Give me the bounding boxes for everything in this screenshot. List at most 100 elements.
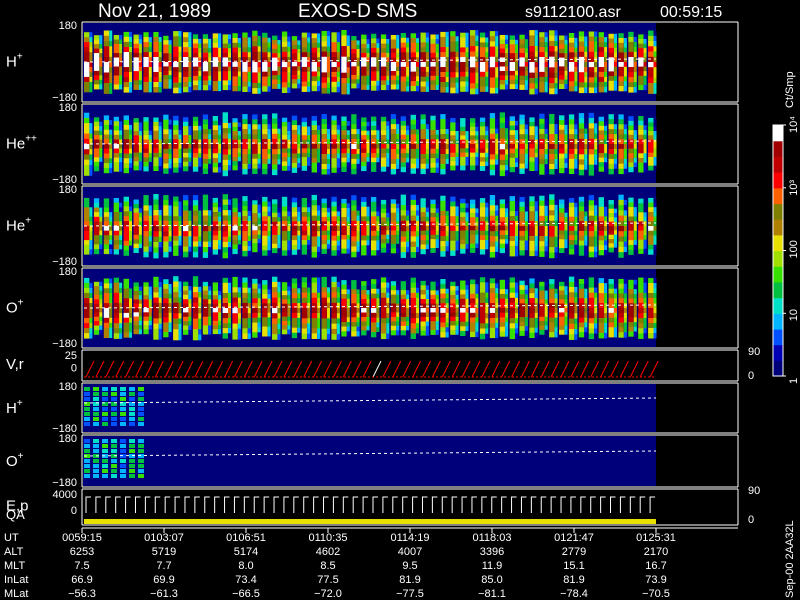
- heatmap-cell: [178, 313, 182, 320]
- heatmap-cell: [653, 202, 657, 208]
- heatmap-cell: [198, 166, 202, 172]
- heatmap-cell: [638, 34, 644, 40]
- heatmap-cell: [237, 287, 241, 293]
- heatmap-cell: [242, 308, 248, 314]
- heatmap-cell: [208, 75, 212, 81]
- heatmap-cell: [351, 66, 357, 72]
- heatmap-cell: [380, 121, 387, 127]
- heatmap-cell: [598, 52, 604, 58]
- heatmap-cell: [297, 129, 301, 135]
- heatmap-cell: [232, 328, 238, 335]
- heatmap-cell: [89, 287, 93, 294]
- heatmap-cell: [138, 230, 142, 236]
- heatmap-cell: [218, 139, 222, 145]
- heatmap-cell: [133, 75, 139, 81]
- heatmap-cell: [549, 139, 555, 145]
- heatmap-cell: [598, 250, 604, 256]
- heatmap-cell: [623, 231, 627, 237]
- heatmap-cell: [549, 129, 555, 135]
- heatmap-cell: [267, 206, 271, 212]
- heatmap-cell: [218, 244, 222, 250]
- heatmap-cell: [390, 66, 397, 72]
- heatmap-cell: [178, 46, 182, 53]
- heatmap-cell: [202, 252, 209, 258]
- heatmap-cell: [178, 245, 182, 251]
- heatmap-cell: [208, 71, 212, 77]
- heatmap-cell: [485, 37, 489, 43]
- heatmap-cell: [138, 226, 142, 231]
- heatmap-cell: [192, 246, 199, 253]
- heatmap-cell: [119, 235, 123, 241]
- heatmap-cell: [291, 216, 298, 222]
- heatmap-cell: [153, 148, 159, 154]
- heatmap-cell: [336, 148, 340, 154]
- heatmap-cell: [584, 240, 588, 246]
- heatmap-cell: [232, 131, 238, 136]
- heatmap-cell: [291, 66, 298, 72]
- heatmap-cell: [361, 157, 367, 163]
- heatmap-cell: [143, 161, 149, 167]
- heatmap-cell: [544, 62, 548, 68]
- heatmap-cell: [242, 124, 248, 130]
- heatmap-cell: [380, 292, 387, 299]
- heatmap-cell: [598, 226, 604, 232]
- heatmap-cell: [228, 66, 231, 72]
- heatmap-cell: [336, 47, 340, 53]
- heatmap-cell: [262, 37, 268, 44]
- heatmap-cell: [554, 114, 558, 120]
- heatmap-cell: [123, 52, 129, 58]
- heatmap-cell: [123, 196, 129, 203]
- heatmap-cell: [307, 57, 311, 63]
- heatmap-cell: [564, 44, 568, 50]
- heatmap-cell: [247, 42, 251, 48]
- heatmap-cell: [628, 77, 634, 83]
- heatmap-cell: [628, 82, 634, 88]
- heatmap-cell: [604, 81, 608, 88]
- heatmap-cell: [247, 81, 251, 88]
- heatmap-cell: [212, 303, 219, 309]
- heatmap-cell: [272, 281, 278, 288]
- heatmap-cell: [311, 277, 317, 284]
- heatmap-cell: [198, 139, 202, 145]
- heatmap-cell: [311, 282, 317, 289]
- heatmap-cell: [212, 320, 219, 326]
- heatmap-cell: [252, 56, 258, 63]
- heatmap-cell: [143, 205, 149, 211]
- heatmap-cell: [499, 248, 506, 254]
- heatmap-cell: [638, 130, 644, 136]
- heatmap-cell: [618, 134, 624, 140]
- heatmap-cell: [386, 297, 390, 304]
- heatmap-cell: [519, 197, 525, 203]
- heatmap-cell: [257, 129, 261, 135]
- heatmap-cell: [262, 86, 268, 92]
- heatmap-cell: [212, 144, 219, 150]
- heatmap-cell: [396, 129, 400, 135]
- heatmap-cell: [406, 157, 410, 163]
- heatmap-cell: [425, 153, 429, 160]
- heatmap-cell: [84, 202, 90, 208]
- heatmap-cell: [247, 66, 251, 73]
- heatmap-cell: [222, 122, 228, 129]
- heatmap-cell: [341, 125, 347, 131]
- heatmap-cell: [93, 117, 100, 123]
- heatmap-cell: [604, 139, 608, 145]
- heatmap-cell: [524, 48, 528, 54]
- heatmap-cell: [327, 159, 330, 165]
- heatmap-cell: [331, 86, 337, 93]
- heatmap-cell: [311, 194, 317, 201]
- heatmap-cell: [628, 41, 634, 48]
- heatmap-cell: [534, 78, 538, 84]
- heatmap-cell: [346, 83, 350, 90]
- heatmap-cell: [148, 135, 152, 141]
- heatmap-cell: [123, 206, 129, 212]
- heatmap-cell: [202, 119, 209, 125]
- heatmap-cell: [410, 236, 416, 243]
- heatmap-cell: [222, 287, 228, 294]
- heatmap-cell: [564, 66, 568, 72]
- heatmap-cell: [173, 313, 179, 320]
- heatmap-cell: [390, 139, 397, 145]
- heatmap-cell: [450, 131, 456, 136]
- heatmap-cell: [614, 76, 617, 82]
- heatmap-cell: [218, 52, 222, 58]
- heatmap-cell: [222, 210, 228, 216]
